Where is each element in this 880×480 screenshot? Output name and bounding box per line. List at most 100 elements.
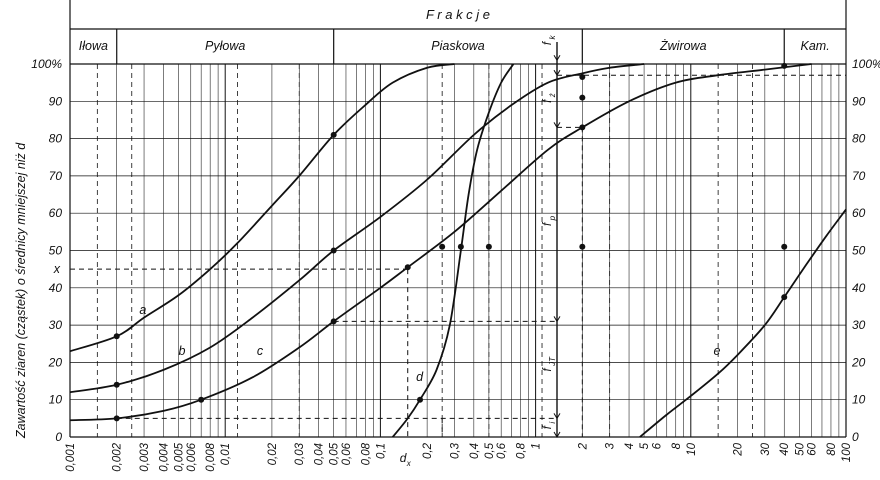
- x-tick-label: 0,8: [516, 442, 528, 459]
- x-tick-label: 0,002: [112, 442, 124, 471]
- y-tick-left: 0: [55, 430, 62, 444]
- y-tick-left: 80: [49, 132, 63, 146]
- y-tick-right: 10: [852, 393, 866, 407]
- x-tick-label: 40: [779, 442, 791, 455]
- fraction-label-1: Pyłowa: [205, 39, 245, 53]
- curve-label-c: c: [257, 344, 264, 358]
- x-tick-label: 0,08: [360, 442, 372, 465]
- data-dot: [781, 62, 788, 69]
- data-dot: [330, 131, 337, 138]
- y-tick-right: 0: [852, 430, 859, 444]
- fraction-label-4: Kam.: [801, 39, 830, 53]
- x-tick-label: 5: [639, 442, 651, 449]
- x-tick-label: 50: [794, 442, 806, 455]
- data-dot: [113, 381, 120, 388]
- data-dot: [404, 264, 411, 271]
- curve-label-b: b: [178, 344, 185, 358]
- data-dot: [439, 243, 446, 250]
- x-tick-label: 0,2: [422, 442, 434, 459]
- measure-f-jt-sub: JT: [548, 356, 557, 367]
- curve-a: [69, 63, 455, 353]
- y-tick-right: 50: [852, 244, 866, 258]
- measure-f-k-sub: k: [548, 34, 557, 39]
- x-tick-label: 0,04: [314, 443, 326, 465]
- y-tick-left: 100%: [31, 57, 62, 71]
- x-tick-label: 0,1: [375, 443, 387, 459]
- curve-d: [391, 63, 515, 438]
- measure-f-k: f: [542, 40, 554, 45]
- x-tick-label: 100: [841, 442, 853, 462]
- x-tick-label: 0,005: [173, 442, 185, 471]
- curve-e: [639, 208, 847, 438]
- measure-arrow: [553, 431, 561, 438]
- x-tick-label: 3: [605, 442, 617, 449]
- y-tick-left: 50: [49, 244, 63, 258]
- curve-label-a: a: [139, 303, 146, 317]
- x-tick-label: 20: [733, 442, 745, 456]
- curve-label-d: d: [416, 370, 424, 384]
- data-dot: [113, 333, 120, 340]
- x-tick-label: 60: [807, 442, 819, 455]
- data-dot: [485, 243, 492, 250]
- x-tick-label: 0,004: [158, 443, 170, 472]
- x-tick-label: 0,003: [139, 442, 151, 471]
- dx-subscript: x: [406, 459, 412, 468]
- y-tick-left: 90: [49, 94, 63, 108]
- data-dot: [417, 396, 424, 403]
- x-tick-label: 0,001: [65, 443, 77, 472]
- x-tick-label: 0,03: [294, 442, 306, 465]
- x-tick-label: 0,06: [341, 442, 353, 465]
- x-tick-label: 10: [686, 442, 698, 455]
- y-tick-right: 90: [852, 94, 866, 108]
- measure-arrow: [553, 122, 561, 129]
- x-tick-label: 30: [760, 442, 772, 455]
- y-tick-right: 70: [852, 169, 866, 183]
- y-tick-left: 40: [49, 281, 63, 295]
- x-tick-label: 0,6: [496, 442, 508, 459]
- measure-f-i-sub: i: [548, 422, 557, 424]
- curve-b: [69, 63, 645, 394]
- y-tick-left: 70: [49, 169, 63, 183]
- measure-f-z-sub: ż: [548, 93, 557, 98]
- data-dot: [579, 124, 586, 131]
- measure-f-jt: f: [542, 366, 554, 371]
- measure-arrow: [553, 69, 561, 77]
- fraction-label-2: Piaskowa: [431, 39, 485, 53]
- x-tick-label: 2: [577, 442, 589, 450]
- dx-marker-label: d: [400, 451, 407, 465]
- data-dot: [781, 294, 788, 301]
- y-tick-right: 30: [852, 318, 866, 332]
- measure-f-p: f: [542, 221, 554, 226]
- measure-arrow: [553, 55, 561, 62]
- y-tick-right: 100%: [852, 57, 880, 71]
- x-tick-label: 0,008: [205, 442, 217, 471]
- x-tick-label: 1: [531, 443, 543, 449]
- data-dot: [330, 247, 337, 254]
- x-tick-label: 0,4: [469, 443, 481, 459]
- x-tick-label: 8: [671, 442, 683, 449]
- y-tick-left: 10: [49, 393, 63, 407]
- x-marker-label: x: [53, 262, 61, 276]
- x-tick-label: 4: [624, 443, 636, 449]
- measure-f-i: f: [542, 424, 554, 429]
- x-tick-label: 0,3: [449, 442, 461, 459]
- measure-f-z: f: [542, 98, 554, 103]
- x-tick-label: 6: [651, 442, 663, 449]
- measure-arrow: [553, 316, 561, 323]
- y-tick-right: 60: [852, 206, 866, 220]
- y-tick-left: 30: [49, 318, 63, 332]
- x-tick-label: 0,02: [267, 442, 279, 465]
- data-dot: [579, 74, 586, 81]
- curve-c: [69, 63, 812, 422]
- x-tick-label: 0,01: [220, 443, 232, 465]
- data-dot: [579, 94, 586, 101]
- y-tick-left: 60: [49, 206, 63, 220]
- fraction-label-3: Żwirowa: [659, 39, 707, 53]
- x-tick-label: 80: [826, 442, 838, 455]
- curve-label-e: e: [713, 344, 720, 358]
- data-dot: [113, 415, 120, 422]
- data-dot: [198, 396, 205, 403]
- measure-arrow: [553, 413, 561, 420]
